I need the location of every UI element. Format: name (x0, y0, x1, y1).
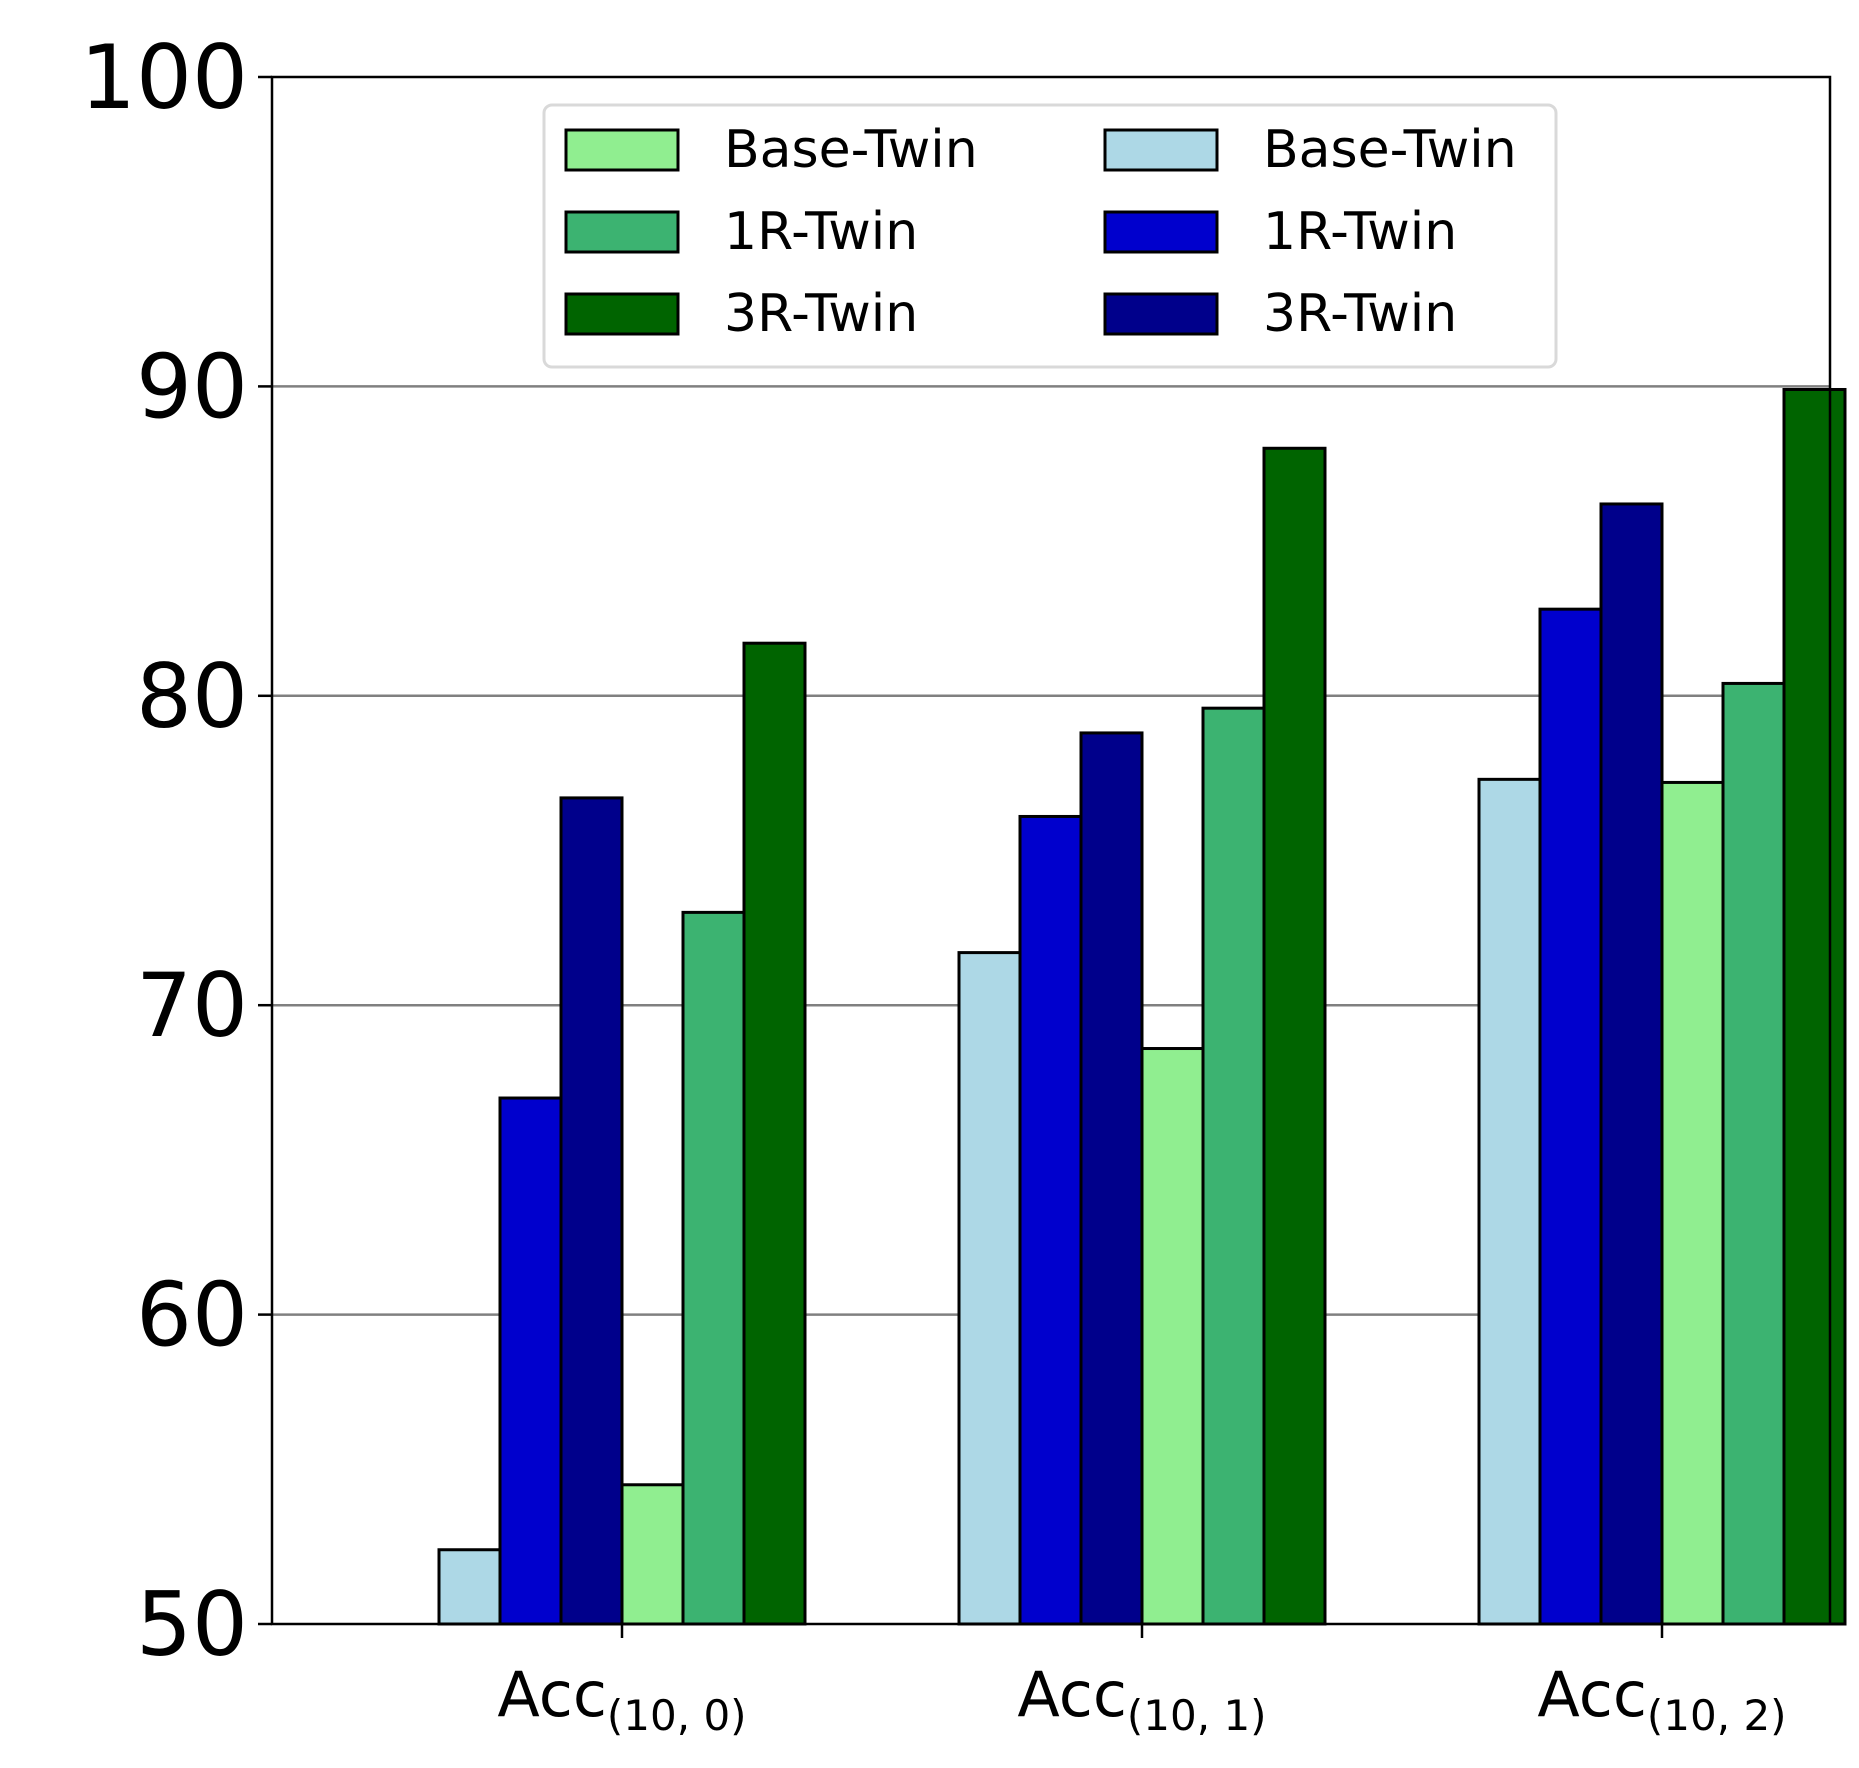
bar-6-3 (1782, 387, 1847, 1626)
y-tick-label: 60 (136, 1264, 248, 1367)
legend: Base-Twin 1R-Twin 3R-Twin Base-Twin 1R-Twin 3… (542, 103, 1558, 369)
y-tick-label: 90 (136, 335, 248, 438)
bar-3-1 (559, 796, 624, 1626)
bar-3-3 (1599, 502, 1664, 1626)
x-tick-label-subscript: (10, 0) (607, 1691, 747, 1740)
y-tick-label: 50 (136, 1573, 248, 1676)
x-tick-label-subscript: (10, 1) (1127, 1691, 1267, 1740)
y-tick-label: 80 (136, 645, 248, 748)
legend-label: Base-Twin (724, 120, 978, 180)
bar-2-2 (1018, 814, 1083, 1626)
legend-swatch (564, 210, 680, 254)
plot-area-frame (270, 75, 1832, 1626)
x-tick-label: Acc(10, 1) (1017, 1658, 1266, 1740)
x-axis: Acc(10, 0) Acc(10, 1) Acc(10, 2) (497, 1624, 1787, 1740)
x-tick-label-base: Acc (497, 1658, 607, 1731)
bar-4-3 (1660, 780, 1725, 1626)
legend-swatch (564, 292, 680, 336)
x-tick-label: Acc(10, 2) (1537, 1658, 1786, 1740)
bar-1-3 (1477, 777, 1542, 1626)
legend-swatch (1103, 210, 1219, 254)
bar-2-1 (498, 1096, 563, 1626)
x-tick-label-base: Acc (1017, 1658, 1127, 1731)
y-tick-label: 100 (80, 26, 248, 129)
legend-swatch (1103, 292, 1219, 336)
x-tick-label-base: Acc (1537, 1658, 1647, 1731)
legend-box (542, 103, 1558, 369)
legend-label: Base-Twin (1263, 120, 1517, 180)
legend-label: 3R-Twin (724, 284, 918, 344)
y-tick-label: 70 (136, 954, 248, 1057)
bars (437, 387, 1847, 1626)
bar-4-2 (1140, 1047, 1205, 1626)
legend-swatch (564, 128, 680, 172)
bar-5-1 (681, 910, 746, 1626)
bar-1-2 (957, 951, 1022, 1626)
x-tick-label: Acc(10, 0) (497, 1658, 746, 1740)
legend-label: 1R-Twin (1263, 202, 1457, 262)
bar-1-1 (437, 1548, 502, 1626)
legend-swatch (1103, 128, 1219, 172)
bar-3-2 (1079, 731, 1144, 1626)
bar-2-3 (1538, 607, 1603, 1626)
legend-label: 1R-Twin (724, 202, 918, 262)
bar-5-3 (1721, 681, 1786, 1626)
bar-6-2 (1262, 446, 1327, 1626)
bar-4-1 (620, 1483, 685, 1626)
bar-5-2 (1201, 706, 1266, 1626)
y-axis: 50 60 70 80 90 100 (80, 26, 272, 1676)
legend-label: 3R-Twin (1263, 284, 1457, 344)
bar-6-1 (742, 641, 807, 1626)
x-tick-label-subscript: (10, 2) (1647, 1691, 1787, 1740)
